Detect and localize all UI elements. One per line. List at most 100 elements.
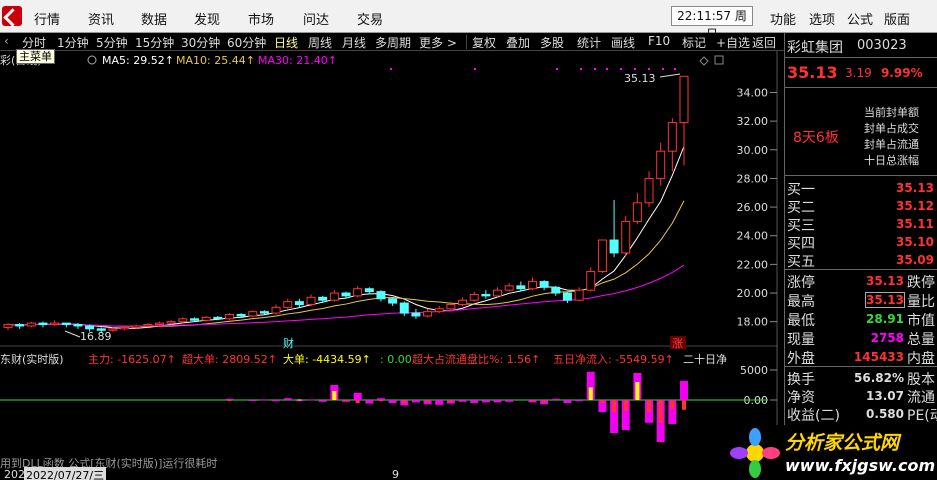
flow-bar-2 <box>542 400 547 402</box>
period-monthly[interactable]: 月线 <box>342 36 367 50</box>
signal-dot <box>648 68 650 70</box>
period-1min[interactable]: 1分钟 <box>57 36 89 50</box>
candle <box>353 285 363 298</box>
candle-body <box>353 288 363 297</box>
flow-bar <box>540 400 549 405</box>
kline-chart[interactable]: 34.00 32.00 30.00 28.00 26.00 24.00 22.00 20.00… <box>0 51 784 455</box>
flow-bar <box>458 400 467 402</box>
flow-bar-2 <box>530 400 535 402</box>
menu-shuju[interactable]: 数据 <box>141 13 168 28</box>
period-60min[interactable]: 60分钟 <box>227 36 267 50</box>
period-multi[interactable]: 多周期 <box>375 36 412 50</box>
menu-xuanxiang[interactable]: 选项 <box>809 13 836 28</box>
flow-bar <box>283 398 292 400</box>
candle <box>294 298 304 308</box>
quote-value: 2758 <box>870 331 904 345</box>
stock-pct: 9.99% <box>881 66 923 80</box>
menu-shichang[interactable]: 市场 <box>248 13 275 28</box>
flow-bar-2 <box>448 400 453 402</box>
candle-body <box>644 177 654 204</box>
candle <box>283 298 293 309</box>
candle-body <box>609 239 619 254</box>
quote-row: 换手 56.82% 股本 <box>785 369 937 388</box>
period-15min[interactable]: 15分钟 <box>135 36 175 50</box>
period-weekly[interactable]: 周线 <box>308 36 333 50</box>
candle-body <box>341 292 351 297</box>
quote-row: 净资 13.07 流通 <box>785 387 937 406</box>
candle <box>493 287 503 298</box>
tool-fanhui[interactable]: 返回 <box>752 36 777 50</box>
tool-f10[interactable]: F10 <box>648 34 671 48</box>
candle-body <box>318 296 328 301</box>
quote-label: 外盘 <box>787 351 815 367</box>
x-tick: 9 <box>392 468 399 480</box>
y-tick-label: 26.00 <box>737 201 769 214</box>
candle-body <box>493 289 503 297</box>
board-item: 当前封单额 <box>864 106 919 119</box>
flow-bar-2 <box>612 400 617 412</box>
quote-row: 现量 2758 总量 <box>785 329 937 348</box>
quote-value: 13.07 <box>866 389 904 403</box>
menu-wenda[interactable]: 问达 <box>303 13 330 28</box>
quote-row: 买三 35.11 <box>785 215 937 234</box>
quote-row: 买四 35.10 <box>785 233 937 252</box>
y-tick-label: 30.00 <box>737 144 769 157</box>
candle <box>551 285 561 296</box>
tool-diejia[interactable]: 叠加 <box>506 36 531 50</box>
flow-bar <box>435 400 444 405</box>
candle <box>120 325 130 331</box>
quote-label: 涨停 <box>787 275 815 291</box>
quote-value: 35.11 <box>896 217 934 231</box>
menu-gongneng[interactable]: 功能 <box>770 13 797 28</box>
candle-body <box>131 325 141 328</box>
app-logo-icon[interactable] <box>2 6 22 26</box>
flow-bar <box>481 400 490 403</box>
low-mark: 16.89 <box>80 330 112 343</box>
quote-label: 换手 <box>787 372 815 388</box>
date-cursor: 2022/07/27/三 <box>24 467 107 480</box>
quote-label: 现量 <box>787 332 815 348</box>
candle-body <box>61 322 71 326</box>
flow-bar <box>411 400 420 403</box>
candle <box>481 290 491 299</box>
flow-bar <box>307 399 316 401</box>
flow-bar <box>586 371 595 400</box>
flow-bar-2 <box>425 400 430 402</box>
candle-body <box>224 314 234 320</box>
wuri-label: 五日净流入: -5549.59↑ <box>553 352 674 366</box>
candle <box>376 290 386 302</box>
candle-body <box>364 288 374 293</box>
menu-gongshi[interactable]: 公式 <box>847 13 874 28</box>
candle-body <box>574 289 584 301</box>
flower-petal <box>730 447 748 459</box>
tool-zixuan[interactable]: +自选 <box>716 36 751 50</box>
tool-duogu[interactable]: 多股 <box>540 36 565 50</box>
period-5min[interactable]: 5分钟 <box>96 36 128 50</box>
tool-fuquan[interactable]: 复权 <box>472 36 497 50</box>
candle <box>38 321 48 328</box>
menu-jiaoyi[interactable]: 交易 <box>357 13 384 28</box>
tool-biaoji[interactable]: 标记 <box>682 36 707 50</box>
main-menu-tooltip: 主菜单 <box>16 49 55 64</box>
period-more[interactable]: 更多 > <box>419 36 457 50</box>
candle-body <box>271 306 281 314</box>
quote-label-right: 量比 <box>907 294 935 310</box>
menu-banmian[interactable]: 版面 <box>884 13 911 28</box>
tool-huaxian[interactable]: 画线 <box>611 36 636 50</box>
candle-body <box>38 322 48 326</box>
menu-hangqing[interactable]: 行情 <box>34 13 61 28</box>
diamond-icon <box>699 56 709 66</box>
toolbar-collapse-icon[interactable]: ‹ <box>4 34 9 48</box>
menu-faxian[interactable]: 发现 <box>194 13 221 28</box>
quote-label-right: 跌停 <box>907 275 935 291</box>
candle-body <box>15 324 25 327</box>
menu-zixun[interactable]: 资讯 <box>88 13 115 28</box>
y-tick-label: 34.00 <box>737 86 769 99</box>
period-daily[interactable]: 日线 <box>274 36 299 50</box>
quote-value: 28.91 <box>866 312 904 326</box>
tool-tongji[interactable]: 统计 <box>577 36 602 50</box>
period-30min[interactable]: 30分钟 <box>181 36 221 50</box>
period-fenshi[interactable]: 分时 <box>22 36 47 50</box>
candle-body <box>26 322 36 327</box>
signal-dot <box>580 68 582 70</box>
